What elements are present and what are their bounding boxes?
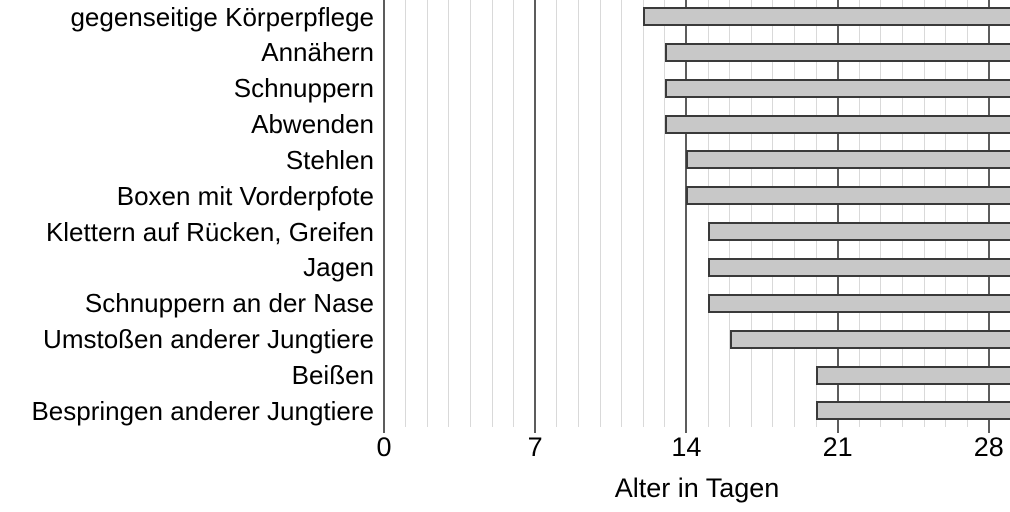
minor-gridline-day-6 [513, 0, 515, 427]
major-gridline-day-0 [383, 0, 385, 433]
category-label: Bespringen anderer Jungtiere [31, 395, 374, 426]
minor-gridline-day-4 [469, 0, 471, 427]
x-axis-title: Alter in Tagen [614, 473, 780, 503]
category-label: Umstoßen anderer Jungtiere [43, 324, 374, 355]
major-gridline-day-21 [836, 0, 839, 433]
bar [708, 222, 1010, 242]
x-tick-label: 7 [527, 432, 543, 462]
category-label: Boxen mit Vorderpfote [116, 180, 374, 211]
minor-gridline-day-13 [664, 0, 666, 427]
category-label: gegenseitige Körperpflege [70, 1, 374, 32]
x-tick-label: 21 [822, 432, 853, 462]
x-tick-label: 28 [973, 432, 1004, 462]
bar [816, 401, 1010, 421]
category-label: Annähern [261, 37, 374, 68]
minor-gridline-day-22 [858, 0, 860, 427]
minor-gridline-day-25 [923, 0, 925, 427]
minor-gridline-day-11 [621, 0, 623, 427]
minor-gridline-day-27 [966, 0, 968, 427]
bar [729, 329, 1010, 349]
bar [664, 78, 1010, 98]
minor-gridline-day-23 [880, 0, 882, 427]
major-gridline-day-28 [987, 0, 990, 433]
minor-gridline-day-16 [729, 0, 731, 427]
minor-gridline-day-12 [642, 0, 644, 427]
minor-gridline-day-5 [491, 0, 493, 427]
minor-gridline-day-9 [577, 0, 579, 427]
minor-gridline-day-15 [707, 0, 709, 427]
bar [664, 114, 1010, 134]
category-label: Schnuppern [233, 73, 374, 104]
bar [643, 7, 1010, 26]
minor-gridline-day-17 [750, 0, 752, 427]
bar [816, 365, 1010, 385]
minor-gridline-day-2 [426, 0, 428, 427]
bar [708, 293, 1010, 313]
major-gridline-day-7 [534, 0, 537, 433]
minor-gridline-day-8 [556, 0, 558, 427]
category-label: Beißen [291, 360, 374, 390]
minor-gridline-day-20 [815, 0, 817, 427]
x-tick-label: 0 [376, 432, 392, 462]
x-tick-label: 14 [671, 432, 702, 462]
minor-gridline-day-1 [405, 0, 407, 427]
minor-gridline-day-24 [901, 0, 903, 427]
major-gridline-day-14 [685, 0, 688, 433]
bar [686, 150, 1010, 170]
category-label: Stehlen [285, 144, 374, 175]
category-label: Klettern auf Rücken, Greifen [45, 216, 374, 247]
bar [664, 42, 1010, 62]
minor-gridline-day-18 [772, 0, 774, 427]
minor-gridline-day-26 [945, 0, 947, 427]
category-label: Schnuppern an der Nase [84, 288, 374, 319]
minor-gridline-day-10 [599, 0, 601, 427]
minor-gridline-day-3 [448, 0, 450, 427]
category-label: Jagen [303, 252, 374, 283]
bar [686, 186, 1010, 206]
bar [708, 257, 1010, 277]
minor-gridline-day-19 [793, 0, 795, 427]
category-label: Abwenden [251, 109, 374, 140]
